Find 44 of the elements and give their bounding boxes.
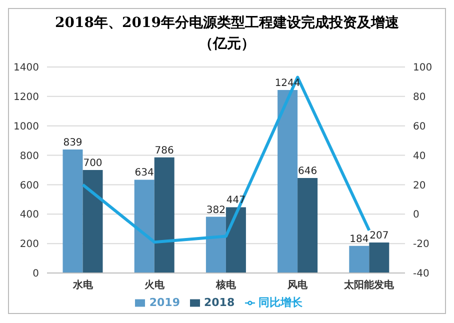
legend-label: 2018 [204,296,235,309]
y2-tick-label: 80 [413,92,426,103]
y-tick-label: 1000 [14,121,39,132]
data-label: 382 [206,204,226,216]
chart-title: 2018年、2019年分电源类型工程建设完成投资及增速（亿元） [54,14,400,54]
y2-tick-label: 0 [413,210,420,221]
y-tick-label: 1400 [14,62,39,74]
y2-tick-label: 100 [413,62,432,74]
bar [154,157,174,273]
data-label: 700 [83,158,102,169]
line-series [81,76,371,244]
y-tick-label: 400 [20,210,39,221]
data-label: 839 [63,138,82,149]
bar [82,170,103,273]
bar [349,246,370,273]
y-tick-label: 0 [32,268,39,280]
x-tick-label: 火电 [144,279,166,292]
bar [298,178,318,273]
legend-label: 2019 [149,296,180,309]
bar [226,207,246,273]
y-tick-label: 800 [20,150,39,162]
bar [369,242,390,273]
y-tick-label: 600 [20,180,39,192]
x-tick-label: 核电 [215,279,237,292]
y2-tick-label: 60 [413,121,426,132]
y-tick-label: 1200 [14,92,39,103]
bar [134,180,154,273]
y2-tick-label: 20 [413,180,426,192]
y-tick-label: 200 [20,239,39,250]
y2-tick-label: 40 [413,150,426,162]
legend-label: 同比增长 [258,296,303,309]
bar [278,90,298,273]
y2-tick-label: -20 [413,239,430,250]
x-tick-label: 风电 [286,279,309,292]
data-label: 207 [370,230,389,242]
x-tick-label: 太阳能发电 [343,279,396,292]
y2-tick-label: -40 [413,268,430,280]
data-label: 634 [134,168,154,179]
data-label: 786 [154,145,174,156]
data-label: 646 [298,166,318,177]
bar [62,150,83,273]
x-tick-label: 水电 [72,279,94,292]
data-label: 184 [350,234,369,245]
bar [206,216,226,273]
